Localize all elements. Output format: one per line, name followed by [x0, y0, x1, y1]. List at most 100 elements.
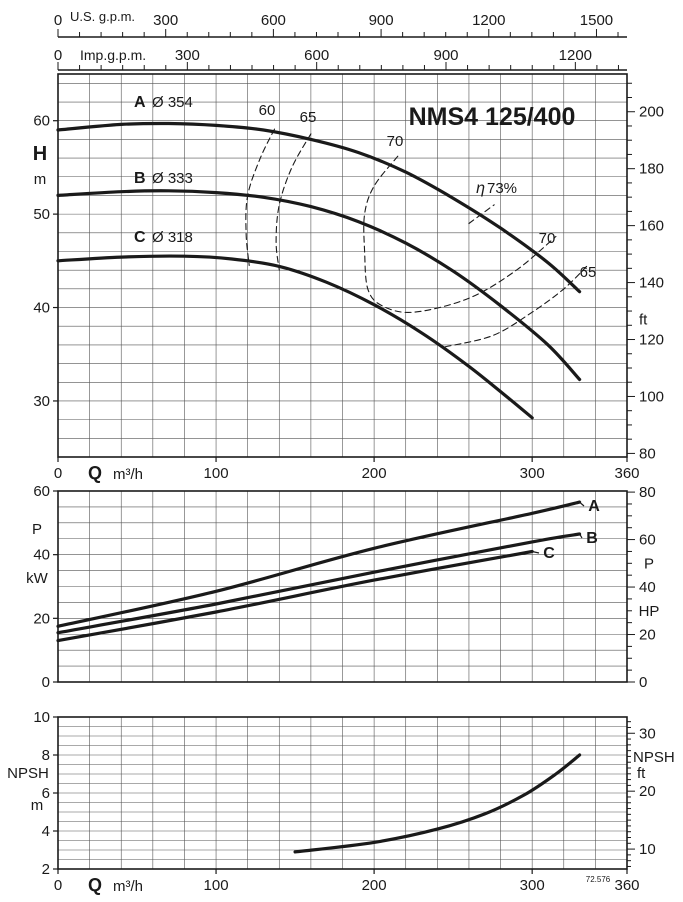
- npsh-ft-axis-label: NPSH: [633, 749, 675, 766]
- head-unit-label: m: [34, 171, 47, 188]
- npsh-x-tick-label: 300: [520, 877, 545, 894]
- head-ft-tick-label: 80: [639, 445, 656, 462]
- head-x-axis-label: Q: [88, 463, 102, 483]
- chart-title: NMS4 125/400: [409, 103, 576, 131]
- usgpm-tick-label: 900: [369, 12, 394, 29]
- power-curve-C: [56, 549, 534, 643]
- head-x-tick-label: 360: [614, 465, 639, 482]
- npsh-ft-tick-label: 10: [639, 841, 656, 858]
- power-unit-label: kW: [26, 570, 49, 587]
- efficiency-eta-symbol: η: [476, 180, 485, 197]
- head-curve-letter-A: A: [134, 94, 146, 111]
- head-curve-letter-B: B: [134, 170, 146, 187]
- head-y-tick-label: 60: [33, 113, 50, 130]
- head-ft-tick-label: 160: [639, 218, 664, 235]
- impgpm-axis-label: Imp.g.p.m.: [80, 47, 146, 63]
- npsh-y-tick-label: 6: [42, 785, 50, 802]
- power-hp-tick-label: 40: [639, 579, 656, 596]
- power-curve-letter-B: B: [586, 530, 598, 547]
- head-curve-A: [56, 121, 582, 294]
- impgpm-tick-label: 0: [54, 47, 62, 64]
- usgpm-tick-label: 1200: [472, 12, 505, 29]
- power-y-tick-label: 60: [33, 483, 50, 500]
- power-y-tick-label: 40: [33, 547, 50, 564]
- npsh-x-tick-label: 0: [54, 877, 62, 894]
- impgpm-tick-label: 600: [304, 47, 329, 64]
- power-y-tick-label: 0: [42, 674, 50, 691]
- head-x-tick-label: 200: [362, 465, 387, 482]
- head-curve-B: [56, 189, 582, 382]
- head-ft-tick-label: 100: [639, 388, 664, 405]
- power-curve-letter-A: A: [588, 498, 600, 515]
- npsh-axis-label: NPSH: [7, 765, 49, 782]
- usgpm-tick-label: 0: [54, 12, 62, 29]
- usgpm-tick-label: 1500: [580, 12, 613, 29]
- head-ft-tick-label: 120: [639, 332, 664, 349]
- efficiency-curve-65: [444, 264, 589, 348]
- head-y-tick-label: 50: [33, 206, 50, 223]
- power-curve-leader-C: [532, 550, 540, 554]
- usgpm-tick-label: 300: [153, 12, 178, 29]
- head-ft-tick-label: 200: [639, 104, 664, 121]
- npsh-x-axis-label: Q: [88, 875, 102, 895]
- npsh-x-unit-label: m³/h: [113, 878, 143, 895]
- head-curve-diameter-A: Ø 354: [152, 94, 193, 111]
- npsh-unit-label: m: [31, 797, 44, 814]
- head-ft-tick-label: 180: [639, 161, 664, 178]
- power-hp-tick-label: 60: [639, 532, 656, 549]
- head-curve-letter-C: C: [134, 229, 146, 246]
- efficiency-label-70-right: 70: [539, 230, 556, 247]
- usgpm-tick-label: 600: [261, 12, 286, 29]
- npsh-x-tick-label: 360: [614, 877, 639, 894]
- npsh-curve: [293, 753, 582, 854]
- npsh-ft-unit-label: ft: [637, 765, 646, 782]
- head-frame: [57, 73, 628, 458]
- npsh-y-tick-label: 2: [42, 861, 50, 878]
- npsh-y-tick-label: 4: [42, 823, 50, 840]
- head-axis-label: H: [33, 143, 47, 165]
- impgpm-tick-label: 300: [175, 47, 200, 64]
- npsh-ft-tick-label: 30: [639, 725, 656, 742]
- head-x-tick-label: 300: [520, 465, 545, 482]
- power-frame: [57, 490, 628, 683]
- power-curve-A: [56, 500, 582, 628]
- power-y-tick-label: 20: [33, 610, 50, 627]
- power-hp-unit-label: HP: [639, 603, 660, 620]
- power-hp-tick-label: 20: [639, 627, 656, 644]
- npsh-ft-tick-label: 20: [639, 783, 656, 800]
- npsh-y-tick-label: 10: [33, 709, 50, 726]
- power-curve-leader-A: [579, 501, 585, 507]
- npsh-x-tick-label: 100: [204, 877, 229, 894]
- power-curve-letter-C: C: [543, 545, 555, 562]
- npsh-y-tick-label: 8: [42, 747, 50, 764]
- head-curve-C: [56, 254, 534, 420]
- npsh-x-tick-label: 200: [362, 877, 387, 894]
- power-hp-tick-label: 80: [639, 484, 656, 501]
- impgpm-tick-label: 1200: [559, 47, 592, 64]
- power-curve-B: [56, 532, 582, 635]
- head-ft-unit-label: ft: [639, 312, 648, 329]
- efficiency-label-65: 65: [300, 109, 317, 126]
- head-x-tick-label: 100: [204, 465, 229, 482]
- efficiency-label-60: 60: [259, 102, 276, 119]
- efficiency-curve-70: [363, 155, 557, 314]
- efficiency-label-70: 70: [387, 133, 404, 150]
- power-curve-leader-B: [579, 533, 583, 539]
- efficiency-label-65-right: 65: [580, 264, 597, 281]
- head-y-tick-label: 30: [33, 393, 50, 410]
- head-curve-diameter-B: Ø 333: [152, 170, 193, 187]
- head-ft-tick-label: 140: [639, 275, 664, 292]
- figure-number: 72.576: [586, 875, 611, 884]
- head-curve-diameter-C: Ø 318: [152, 229, 193, 246]
- power-hp-axis-label: P: [644, 555, 654, 572]
- impgpm-tick-label: 900: [433, 47, 458, 64]
- power-axis-label: P: [32, 521, 42, 538]
- head-x-tick-label: 0: [54, 465, 62, 482]
- efficiency-curve-65: [275, 133, 312, 271]
- power-hp-tick-label: 0: [639, 674, 647, 691]
- head-y-tick-label: 40: [33, 300, 50, 317]
- efficiency-label-73: 73%: [487, 180, 517, 197]
- usgpm-axis-label: U.S. g.p.m.: [70, 9, 135, 24]
